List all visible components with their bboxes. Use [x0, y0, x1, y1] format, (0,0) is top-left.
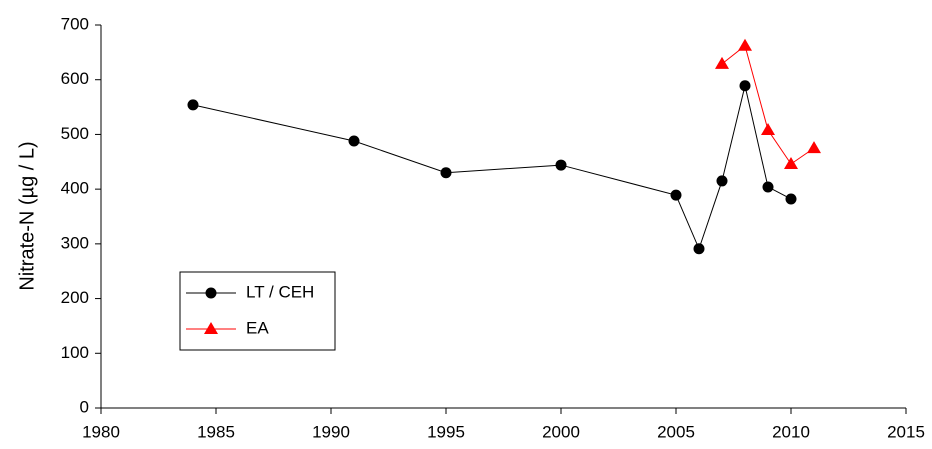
x-tick-label: 1985	[197, 422, 235, 441]
legend-label: EA	[246, 318, 269, 337]
y-tick-label: 100	[61, 343, 89, 362]
marker	[738, 38, 752, 51]
series-line	[192, 85, 792, 251]
legend-label: LT / CEH	[246, 282, 314, 301]
y-tick-label: 400	[61, 179, 89, 198]
x-tick-label: 2010	[772, 422, 810, 441]
y-tick-label: 700	[61, 14, 89, 33]
marker	[348, 135, 360, 147]
y-tick-label: 600	[61, 69, 89, 88]
y-tick-label: 0	[80, 397, 89, 416]
x-tick-label: 1995	[427, 422, 465, 441]
y-tick-label: 500	[61, 124, 89, 143]
x-tick-label: 2000	[542, 422, 580, 441]
x-tick-label: 1980	[82, 422, 120, 441]
x-tick-label: 2015	[887, 422, 925, 441]
marker	[670, 189, 682, 201]
marker	[555, 159, 567, 171]
y-tick-label: 200	[61, 288, 89, 307]
marker	[693, 243, 705, 255]
marker	[440, 167, 452, 179]
x-tick-label: 1990	[312, 422, 350, 441]
marker	[715, 56, 729, 69]
marker	[785, 193, 797, 205]
x-tick-label: 2005	[657, 422, 695, 441]
marker	[807, 141, 821, 154]
series-line	[721, 44, 815, 165]
marker	[716, 175, 728, 187]
marker	[739, 80, 751, 92]
y-axis-label: Nitrate-N (µg / L)	[16, 141, 38, 290]
marker	[187, 99, 199, 111]
y-tick-label: 300	[61, 233, 89, 252]
marker	[784, 156, 798, 169]
marker	[204, 322, 218, 334]
marker	[762, 181, 774, 193]
marker	[761, 123, 775, 136]
marker	[205, 287, 217, 299]
legend	[179, 271, 336, 351]
